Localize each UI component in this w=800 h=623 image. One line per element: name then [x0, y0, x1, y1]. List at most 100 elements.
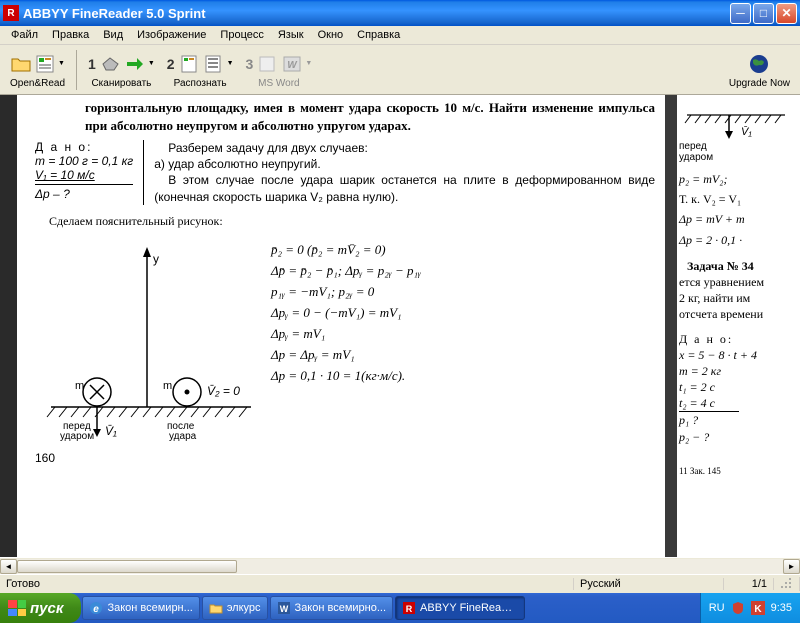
read-icon [34, 53, 56, 75]
svg-text:W: W [288, 60, 299, 71]
tool-open-read[interactable]: ▼ Open&Read [6, 51, 69, 89]
page-out-icon [203, 53, 225, 75]
scroll-right-button[interactable]: ► [783, 559, 800, 574]
dropdown-icon[interactable]: ▼ [305, 60, 312, 67]
menu-language[interactable]: Язык [271, 27, 311, 43]
system-tray[interactable]: RU K 9:35 [700, 593, 800, 623]
maximize-button[interactable]: □ [753, 3, 774, 24]
right-dp1: Δp = mV + m [679, 211, 798, 227]
globe-icon [748, 53, 770, 75]
svg-text:e: e [94, 604, 100, 615]
windows-flag-icon [8, 600, 26, 616]
tool-msword-label: MS Word [258, 78, 300, 89]
menu-help[interactable]: Справка [350, 27, 407, 43]
open-icon [10, 53, 32, 75]
horizontal-scrollbar[interactable]: ◄ ► [0, 557, 800, 574]
tool-scan[interactable]: 1 ▼ Сканировать [84, 51, 159, 89]
word-icon: W [281, 53, 303, 75]
menu-file[interactable]: Файл [4, 27, 45, 43]
svg-text:V̄₁: V̄₁ [105, 424, 117, 438]
right-t2: 2 кг, найти им [679, 290, 798, 306]
right-m: m = 2 кг [679, 363, 798, 379]
svg-text:V̄₁: V̄₁ [741, 125, 752, 138]
right-before-label: передударом [679, 141, 713, 163]
right-given-label: Д а н о: [679, 331, 798, 347]
minimize-button[interactable]: ─ [730, 3, 751, 24]
eq-1: p̄₂ = 0 (p̄₂ = mV̄₂ = 0) [271, 242, 421, 258]
dropdown-icon[interactable]: ▼ [58, 60, 65, 67]
page-number: 160 [35, 451, 655, 465]
titlebar: R ABBYY FineReader 5.0 Sprint ─ □ ✕ [0, 0, 800, 26]
menu-edit[interactable]: Правка [45, 27, 96, 43]
menu-process[interactable]: Процесс [213, 27, 270, 43]
toolbar: ▼ Open&Read 1 ▼ Сканировать 2 ▼ Распозна… [0, 45, 800, 95]
word-icon: W [277, 601, 291, 615]
equations: p̄₂ = 0 (p̄₂ = mV̄₂ = 0) Δp̄ = p̄₂ − p̄₁… [265, 237, 421, 447]
tool-upgrade[interactable]: Upgrade Now [725, 51, 794, 89]
eq-4: Δpᵧ = 0 − (−mV₁) = mV₁ [271, 305, 421, 321]
dropdown-icon[interactable]: ▼ [148, 60, 155, 67]
tool-scan-label: Сканировать [91, 78, 151, 89]
svg-text:y: y [153, 252, 159, 266]
status-grip [774, 577, 800, 591]
eq-2: Δp̄ = p̄₂ − p̄₁; Δpᵧ = p₂ᵧ − p₁ᵧ [271, 263, 421, 279]
problem-intro: горизонтальную площадку, имея в момент у… [35, 99, 655, 134]
book-page-right: V̄₁ передударом p₂ = mV₂; Т. к. V₂ = V₁ … [677, 95, 800, 557]
eq-5: Δpᵧ = mV₁ [271, 326, 421, 342]
right-dp2: Δp = 2 · 0,1 · [679, 232, 798, 248]
eq-6: Δp = Δpᵧ = mV₁ [271, 347, 421, 363]
right-t1v: t₁ = 2 с [679, 379, 798, 395]
tool-open-read-label: Open&Read [10, 78, 65, 89]
document-viewport[interactable]: горизонтальную площадку, имея в момент у… [0, 95, 800, 557]
taskbar-item-label: Закон всемирн... [107, 602, 192, 614]
folder-icon [209, 601, 223, 615]
dropdown-icon[interactable]: ▼ [227, 60, 234, 67]
statusbar: Готово Русский 1/1 [0, 574, 800, 593]
right-tk: Т. к. V₂ = V₁ [679, 191, 798, 207]
abbyy-icon: R [402, 601, 416, 615]
close-button[interactable]: ✕ [776, 3, 797, 24]
svg-text:m: m [163, 380, 172, 392]
menu-window[interactable]: Окно [311, 27, 351, 43]
right-t3: отсчета времени [679, 306, 798, 322]
explain-label: Сделаем пояснительный рисунок: [35, 213, 655, 229]
right-t1: ется уравнением [679, 274, 798, 290]
tray-clock[interactable]: 9:35 [771, 602, 792, 614]
svg-text:m: m [75, 380, 84, 392]
menu-image[interactable]: Изображение [130, 27, 213, 43]
dark-margin [0, 95, 17, 557]
solution-case-a: а) удар абсолютно неупругий. [154, 156, 655, 172]
step-3-label: 3 [246, 56, 254, 72]
tool-recognize[interactable]: 2 ▼ Распознать [163, 51, 238, 89]
menubar: Файл Правка Вид Изображение Процесс Язык… [0, 26, 800, 45]
tool-msword[interactable]: 3 W ▼ MS Word [242, 51, 317, 89]
given-m: m = 100 г = 0,1 кг [35, 154, 133, 168]
given-label: Д а н о: [35, 140, 133, 154]
start-button[interactable]: пуск [0, 593, 81, 623]
tray-lang[interactable]: RU [709, 602, 725, 614]
separator [76, 50, 77, 90]
status-ready: Готово [0, 578, 574, 590]
taskbar-item-label: элкурс [227, 602, 261, 614]
svg-text:W: W [279, 604, 288, 614]
scroll-left-button[interactable]: ◄ [0, 559, 17, 574]
export-icon [257, 53, 279, 75]
menu-view[interactable]: Вид [96, 27, 130, 43]
window-title: ABBYY FineReader 5.0 Sprint [23, 6, 728, 21]
svg-text:R: R [406, 604, 413, 614]
status-lang: Русский [574, 578, 724, 590]
scroll-thumb[interactable] [17, 560, 237, 573]
eq-3: p₁ᵧ = −mV₁; p₂ᵧ = 0 [271, 284, 421, 300]
step-1-label: 1 [88, 56, 96, 72]
right-t2v: t₂ = 4 с [679, 395, 739, 412]
scroll-track[interactable] [17, 559, 783, 574]
taskbar-item-label: Закон всемирно... [295, 602, 386, 614]
right-diagram: V̄₁ [679, 101, 789, 141]
tray-k-icon[interactable]: K [751, 601, 765, 615]
arrow-icon [124, 53, 146, 75]
right-p2: p₂ = mV₂; [679, 171, 798, 187]
tray-shield-icon[interactable] [731, 601, 745, 615]
eq-7: Δp = 0,1 · 10 = 1(кг·м/с). [271, 368, 421, 384]
ie-icon: e [89, 601, 103, 615]
svg-text:ударом: ударом [60, 431, 94, 442]
